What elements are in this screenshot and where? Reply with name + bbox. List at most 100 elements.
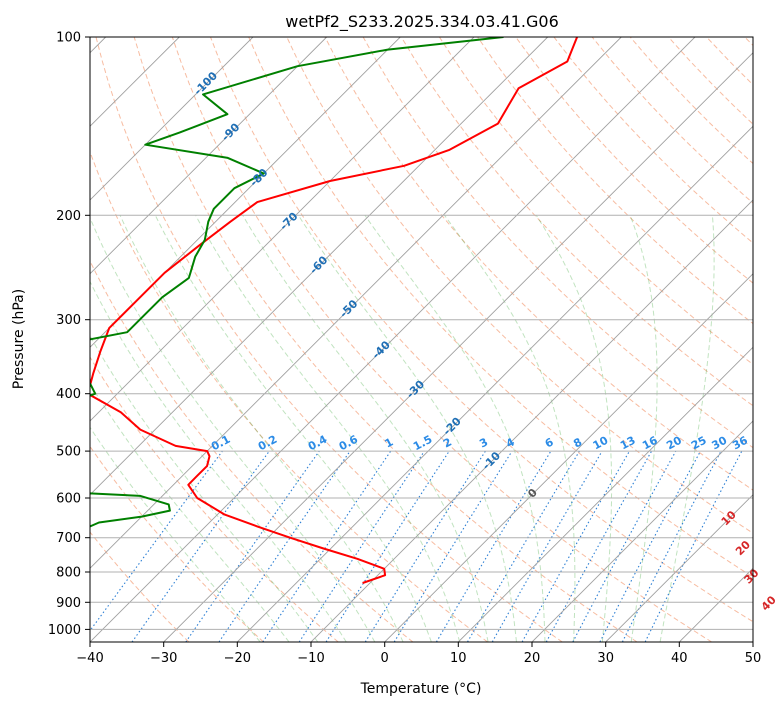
dry-adiabat-line <box>400 37 753 407</box>
mixing-ratio-line <box>393 450 513 642</box>
y-tick-label: 400 <box>56 387 81 402</box>
axis-ticks: −40 −30 −20 −10 0 10 20 30 40 5010020030040050060… <box>48 31 761 667</box>
dry-adiabat-line <box>515 37 753 284</box>
dry-adiabat-line <box>90 356 339 642</box>
dry-adiabat-line <box>744 37 753 47</box>
mixing-ratio-label: 20 <box>664 434 684 453</box>
moist-adiabat-line <box>90 426 261 642</box>
x-tick-label: −20 <box>224 651 251 666</box>
mixing-ratio-label: 6 <box>543 435 556 450</box>
y-tick-label: 900 <box>56 596 81 611</box>
profile-series <box>90 37 579 584</box>
dry-adiabat-line <box>248 37 753 578</box>
line-labels: 0.1 0.2 0.4 0.6 1 1.5 2 3 4 6 8 10 13 16 20 25 30 36-100-… <box>191 69 775 613</box>
isotherm-label: -60 <box>307 253 330 276</box>
mixing-ratio-line <box>545 450 653 642</box>
moist-adiabat-line <box>297 215 517 642</box>
dry-adiabat-line <box>90 259 414 642</box>
dry-adiabat-line <box>477 37 753 325</box>
mixing-ratio-label: 13 <box>618 434 638 453</box>
mixing-ratio-line <box>521 450 630 642</box>
isotherm-label: -90 <box>219 120 242 143</box>
dry-adiabat-line <box>90 150 488 642</box>
isotherm-line <box>310 199 753 642</box>
y-tick-label: 500 <box>56 445 81 460</box>
moist-adiabat-line <box>535 215 613 642</box>
mixing-ratio-label: 0.2 <box>256 433 279 454</box>
mixing-ratio-line <box>644 450 743 642</box>
moist-adiabat-line <box>195 215 461 642</box>
y-tick-label: 800 <box>56 566 81 581</box>
mixing-ratio-label: 0.6 <box>337 433 361 454</box>
temperature-profile-line <box>90 37 579 584</box>
isotherm-label: -80 <box>247 166 270 189</box>
mixing-ratio-label: 30 <box>710 434 730 453</box>
x-tick-label: 10 <box>450 651 467 666</box>
isotherm-line <box>752 641 753 642</box>
isotherm-label: -70 <box>277 209 300 232</box>
y-tick-label: 1000 <box>48 623 81 638</box>
dry-adiabat-line <box>171 37 712 642</box>
y-tick-label: 300 <box>56 313 81 328</box>
isotherm-label: -20 <box>441 415 464 438</box>
mixing-ratio-label: 10 <box>591 434 611 453</box>
mixing-ratio-label: 0.1 <box>209 433 232 454</box>
mixing-ratio-line <box>325 450 450 642</box>
x-tick-label: −30 <box>150 651 177 666</box>
dry-adiabat-line <box>95 37 563 642</box>
mixing-ratio-label: 1.5 <box>411 433 434 454</box>
moist-adiabat-line <box>90 280 347 642</box>
dry-adiabat-label: 40 <box>759 593 775 613</box>
mixing-ratio-label: 0.4 <box>306 433 330 454</box>
moist-adiabat-line <box>242 215 489 642</box>
x-axis-label: Temperature (°C) <box>360 681 482 697</box>
x-tick-label: −10 <box>297 651 324 666</box>
mixing-ratio-line <box>185 450 320 642</box>
dry-adiabat-line <box>90 531 190 642</box>
moist-adiabat-line <box>90 334 319 642</box>
dry-adiabat-label: 30 <box>742 566 762 586</box>
isotherm-line <box>163 52 753 642</box>
isotherm-line <box>236 125 753 642</box>
isotherm-line <box>384 273 753 642</box>
mixing-ratio-line <box>572 450 677 642</box>
moist-adiabat-line <box>90 216 376 642</box>
x-tick-label: −40 <box>76 651 103 666</box>
mixing-ratio-label: 3 <box>477 435 490 450</box>
mixing-ratio-line <box>621 450 722 642</box>
isotherm-line <box>531 420 753 642</box>
moist-adiabat-line <box>90 382 290 642</box>
dry-adiabat-line <box>362 37 753 449</box>
isotherm-line <box>678 567 753 642</box>
mixing-ratio-line <box>90 450 223 632</box>
isotherm-label: -30 <box>404 378 427 401</box>
y-tick-label: 100 <box>56 31 81 46</box>
isotherm-line <box>90 37 475 422</box>
chart-title: wetPf2_S233.2025.334.03.41.G06 <box>285 12 559 32</box>
mixing-ratio-line <box>131 450 270 642</box>
moist-adiabat-line <box>444 215 576 642</box>
isotherm-line <box>457 346 753 642</box>
mixing-ratio-label: 1 <box>383 435 396 450</box>
moist-adiabat-line <box>154 215 432 642</box>
plot-frame <box>89 36 754 643</box>
mixing-ratio-line <box>435 450 552 642</box>
isotherm-label: -10 <box>480 449 503 472</box>
isotherm-line <box>605 494 753 642</box>
y-axis-label: Pressure (hPa) <box>11 289 27 389</box>
y-tick-label: 700 <box>56 531 81 546</box>
isotherm-line <box>90 37 549 496</box>
x-tick-label: 40 <box>671 651 688 666</box>
mixing-ratio-label: 16 <box>640 434 660 453</box>
dry-adiabat-label: 20 <box>733 538 753 558</box>
mixing-ratio-line <box>298 450 425 642</box>
isotherm-line <box>90 37 401 348</box>
x-tick-label: 20 <box>524 651 541 666</box>
mixing-ratio-label: 36 <box>730 434 750 453</box>
isotherm-line <box>90 37 328 275</box>
x-tick-label: 50 <box>745 651 762 666</box>
dry-adiabat-label: 10 <box>719 508 739 528</box>
dewpoint-profile-line <box>90 37 504 570</box>
isotherm-line <box>90 37 696 642</box>
